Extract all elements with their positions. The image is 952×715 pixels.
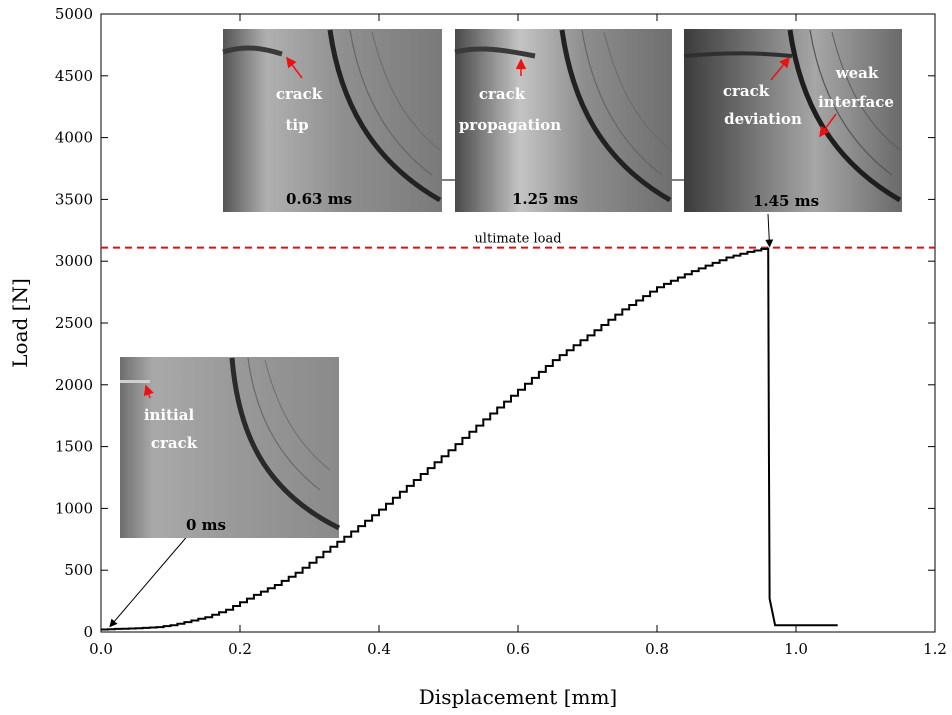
ultimate-load-label: ultimate load <box>474 232 561 247</box>
load-curve <box>101 247 838 631</box>
inset-pointer-arrow <box>765 213 774 248</box>
axis-ticks <box>100 13 936 633</box>
inset-image-063ms: crack tip 0.63 ms <box>222 29 442 212</box>
inset-label: crack <box>276 85 323 103</box>
y-tick-label: 3500 <box>55 190 93 208</box>
y-tick-label: 3000 <box>55 252 93 270</box>
inset-label: initial <box>144 406 195 424</box>
inset-label: interface <box>818 93 894 111</box>
x-tick-label: 0.2 <box>228 640 252 658</box>
inset-label: tip <box>285 116 308 134</box>
y-tick-label: 4000 <box>55 129 93 147</box>
x-tick-label: 0.0 <box>89 640 113 658</box>
inset-label: propagation <box>459 116 561 134</box>
x-tick-label: 0.6 <box>506 640 530 658</box>
y-tick-label: 500 <box>64 561 93 579</box>
x-tick-label: 0.8 <box>645 640 669 658</box>
x-tick-label: 1.2 <box>923 640 947 658</box>
inset-label: deviation <box>724 110 802 128</box>
y-tick-label: 1000 <box>55 499 93 517</box>
y-axis-title: Load [N] <box>8 278 32 368</box>
inset-image-145ms: crack deviation weak interface 1.45 ms <box>683 29 902 212</box>
inset-label: weak <box>835 64 879 82</box>
inset-label: crack <box>723 82 770 100</box>
y-tick-label: 1500 <box>55 438 93 456</box>
inset-label: crack <box>479 85 526 103</box>
inset-image-0ms: initial crack 0 ms <box>120 357 341 538</box>
y-tick-label: 5000 <box>55 5 93 23</box>
inset-time: 1.25 ms <box>512 190 578 208</box>
y-tick-label: 0 <box>83 623 93 641</box>
y-tick-label: 4500 <box>55 67 93 85</box>
inset-image-125ms: crack propagation 1.25 ms <box>454 29 672 212</box>
y-tick-label: 2500 <box>55 314 93 332</box>
inset-label: crack <box>151 434 198 452</box>
x-tick-label: 1.0 <box>784 640 808 658</box>
inset-pointer-arrow <box>109 532 191 628</box>
x-tick-label: 0.4 <box>367 640 391 658</box>
y-tick-label: 2000 <box>55 376 93 394</box>
inset-time: 1.45 ms <box>753 192 819 210</box>
inset-time: 0 ms <box>186 516 226 534</box>
x-axis-title: Displacement [mm] <box>419 685 617 709</box>
axis-tick-labels: 0.0 0.2 0.4 0.6 0.8 1.0 1.2 0 500 1000 1500 2000 250… <box>55 5 947 658</box>
inset-time: 0.63 ms <box>286 190 352 208</box>
